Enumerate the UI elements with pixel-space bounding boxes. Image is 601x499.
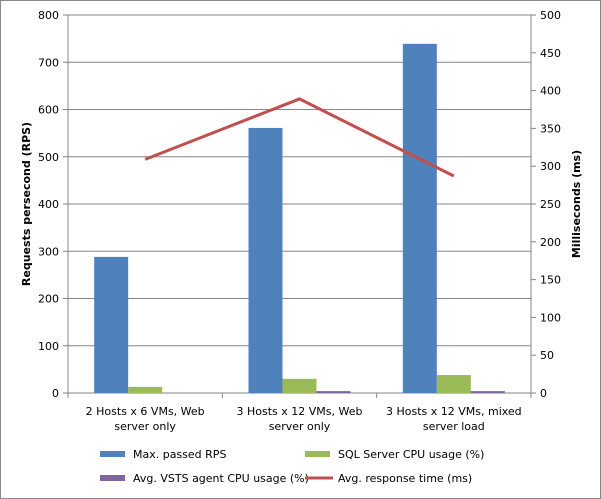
- right-tick-label: 400: [540, 85, 561, 98]
- x-tick-label: server only: [114, 420, 176, 433]
- right-tick-label: 500: [540, 9, 561, 22]
- right-tick-label: 100: [540, 311, 561, 324]
- right-tick-label: 0: [540, 387, 547, 400]
- legend-label: Avg. VSTS agent CPU usage (%): [133, 472, 309, 485]
- left-tick-label: 700: [38, 56, 59, 69]
- bar-max-passed-rps: [94, 256, 129, 393]
- x-tick-label: 2 Hosts x 6 VMs, Web: [86, 405, 205, 418]
- right-tick-label: 300: [540, 160, 561, 173]
- x-tick-label: 3 Hosts x 12 VMs, mixed: [386, 405, 522, 418]
- right-axis-label: Milliseconds (ms): [570, 150, 583, 258]
- left-tick-label: 600: [38, 104, 59, 117]
- bar-max-passed-rps: [402, 43, 437, 393]
- legend-label: SQL Server CPU usage (%): [338, 448, 484, 461]
- left-tick-label: 800: [38, 9, 59, 22]
- x-tick-label: 3 Hosts x 12 VMs, Web: [237, 405, 363, 418]
- left-tick-label: 0: [52, 387, 59, 400]
- right-tick-label: 50: [540, 349, 554, 362]
- legend-swatch: [100, 451, 125, 457]
- right-tick-label: 150: [540, 274, 561, 287]
- left-axis-label: Requests persecond (RPS): [20, 122, 33, 286]
- bar-sql-server-cpu-usage-: [436, 375, 471, 393]
- left-tick-label: 200: [38, 293, 59, 306]
- left-tick-label: 500: [38, 151, 59, 164]
- right-tick-label: 250: [540, 198, 561, 211]
- right-tick-label: 200: [540, 236, 561, 249]
- x-tick-label: server load: [423, 420, 485, 433]
- legend-swatch: [100, 475, 125, 481]
- left-tick-label: 100: [38, 340, 59, 353]
- x-tick-label: server only: [269, 420, 331, 433]
- bar-avg-vsts-agent-cpu-usage-: [470, 391, 505, 393]
- left-tick-label: 400: [38, 198, 59, 211]
- bar-sql-server-cpu-usage-: [128, 386, 163, 393]
- legend-label: Avg. response time (ms): [338, 472, 472, 485]
- right-tick-label: 350: [540, 122, 561, 135]
- bar-sql-server-cpu-usage-: [282, 378, 317, 393]
- legend-swatch: [305, 451, 330, 457]
- right-tick-label: 450: [540, 47, 561, 60]
- legend-label: Max. passed RPS: [133, 448, 226, 461]
- bar-max-passed-rps: [248, 127, 283, 394]
- left-tick-label: 300: [38, 245, 59, 258]
- bar-avg-vsts-agent-cpu-usage-: [316, 391, 351, 393]
